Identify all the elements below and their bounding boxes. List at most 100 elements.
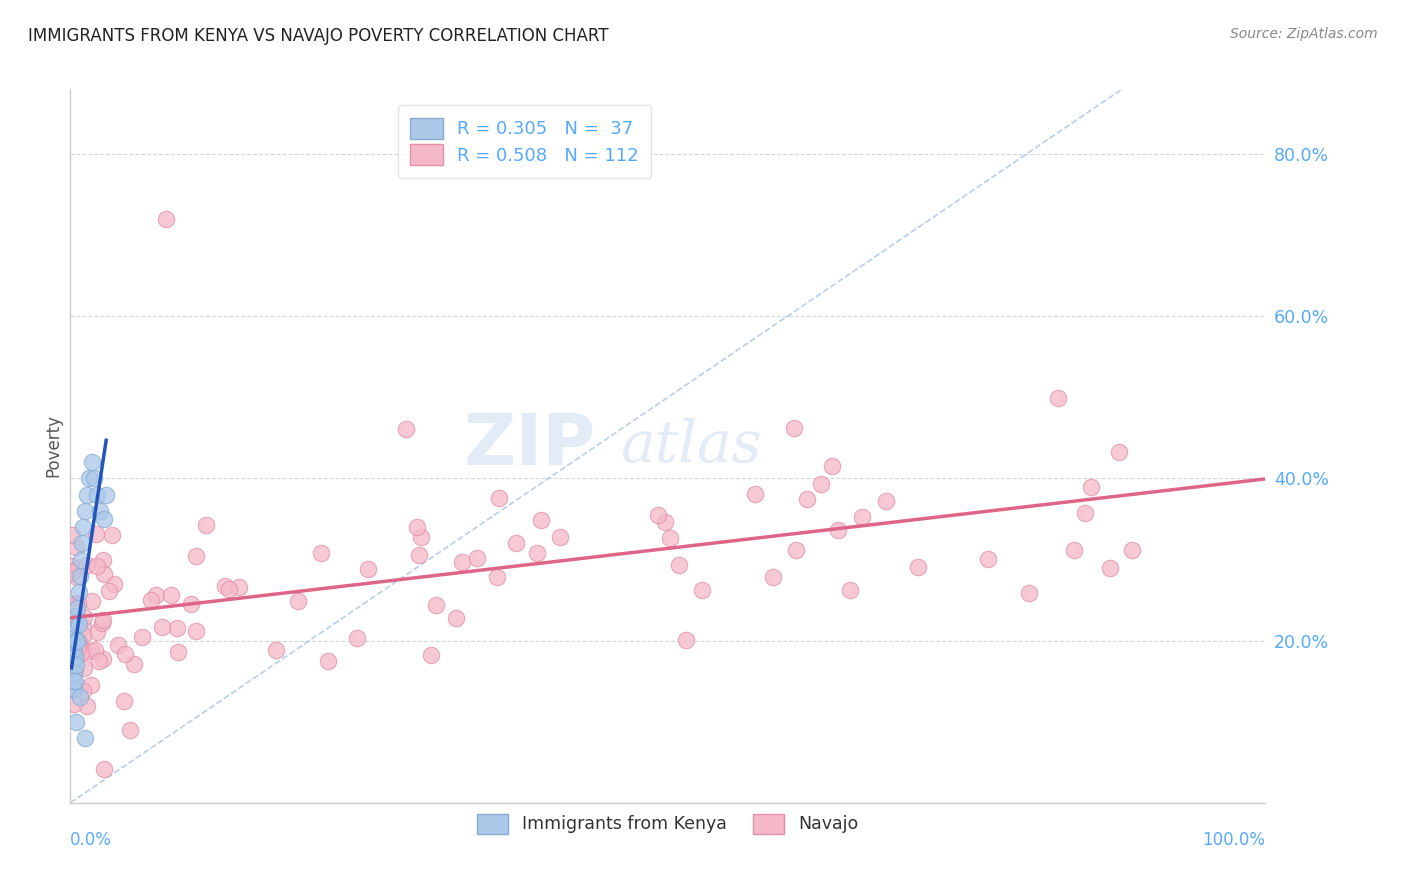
Point bbox=[228, 580, 250, 594]
Point bbox=[86, 559, 108, 574]
Point bbox=[1074, 506, 1097, 520]
Point bbox=[62, 633, 84, 648]
Point bbox=[86, 624, 108, 639]
Point bbox=[62, 649, 84, 664]
Point bbox=[395, 422, 418, 436]
Point bbox=[184, 549, 207, 564]
Point bbox=[62, 599, 84, 613]
Point bbox=[67, 585, 90, 599]
Point bbox=[93, 512, 115, 526]
Point bbox=[91, 615, 114, 630]
Point bbox=[744, 487, 766, 501]
Point bbox=[70, 536, 93, 550]
Point bbox=[1080, 480, 1102, 494]
Point bbox=[530, 513, 553, 527]
Point bbox=[60, 649, 83, 664]
Point bbox=[194, 518, 217, 533]
Point bbox=[214, 579, 236, 593]
Point bbox=[72, 683, 94, 698]
Point bbox=[73, 610, 96, 624]
Point bbox=[70, 552, 93, 566]
Point bbox=[79, 471, 101, 485]
Point bbox=[67, 596, 90, 610]
Point bbox=[66, 598, 89, 612]
Point bbox=[63, 674, 86, 689]
Point bbox=[73, 504, 96, 518]
Point bbox=[810, 477, 832, 491]
Point bbox=[69, 568, 91, 582]
Point bbox=[86, 488, 108, 502]
Point bbox=[167, 645, 190, 659]
Point bbox=[1018, 586, 1040, 600]
Point bbox=[180, 598, 202, 612]
Point bbox=[63, 649, 86, 664]
Point bbox=[548, 530, 571, 544]
Point bbox=[839, 582, 862, 597]
Point bbox=[72, 620, 94, 634]
Point bbox=[100, 528, 122, 542]
Point bbox=[60, 566, 83, 580]
Point bbox=[65, 657, 87, 672]
Point bbox=[72, 628, 94, 642]
Point bbox=[1108, 445, 1130, 459]
Point bbox=[62, 674, 84, 689]
Point bbox=[311, 546, 333, 560]
Point bbox=[505, 536, 527, 550]
Point bbox=[783, 421, 806, 435]
Point bbox=[72, 643, 94, 657]
Point bbox=[155, 211, 177, 226]
Point bbox=[647, 508, 669, 523]
Text: atlas: atlas bbox=[620, 417, 762, 475]
Point bbox=[107, 638, 129, 652]
Point bbox=[67, 640, 90, 655]
Point bbox=[318, 653, 340, 667]
Point bbox=[83, 643, 105, 657]
Point bbox=[425, 598, 447, 612]
Point bbox=[851, 510, 873, 524]
Text: 0.0%: 0.0% bbox=[70, 831, 112, 849]
Point bbox=[112, 694, 135, 708]
Point bbox=[63, 641, 86, 656]
Point bbox=[659, 531, 682, 545]
Point bbox=[821, 458, 844, 473]
Point bbox=[218, 582, 240, 597]
Point bbox=[67, 634, 90, 648]
Point bbox=[160, 588, 183, 602]
Point bbox=[444, 611, 467, 625]
Point bbox=[451, 555, 474, 569]
Point bbox=[63, 617, 86, 632]
Point bbox=[60, 666, 83, 681]
Point bbox=[66, 601, 89, 615]
Point bbox=[96, 488, 117, 502]
Point bbox=[73, 661, 96, 675]
Point bbox=[63, 597, 86, 611]
Point bbox=[62, 698, 84, 712]
Point bbox=[82, 594, 104, 608]
Point bbox=[1047, 391, 1070, 405]
Point bbox=[1063, 542, 1085, 557]
Point bbox=[485, 570, 508, 584]
Point bbox=[103, 577, 125, 591]
Point bbox=[406, 520, 429, 534]
Point bbox=[98, 583, 121, 598]
Point bbox=[184, 624, 207, 639]
Point bbox=[346, 631, 368, 645]
Point bbox=[79, 678, 101, 692]
Point bbox=[80, 455, 103, 469]
Point bbox=[357, 562, 380, 576]
Point bbox=[60, 682, 83, 697]
Point bbox=[467, 550, 489, 565]
Point bbox=[145, 588, 167, 602]
Point bbox=[66, 570, 89, 584]
Point bbox=[796, 491, 818, 506]
Point bbox=[84, 527, 107, 541]
Point bbox=[65, 609, 87, 624]
Point bbox=[419, 648, 441, 663]
Point bbox=[287, 593, 309, 607]
Point bbox=[93, 762, 115, 776]
Legend: Immigrants from Kenya, Navajo: Immigrants from Kenya, Navajo bbox=[467, 803, 869, 844]
Point bbox=[264, 642, 287, 657]
Text: 100.0%: 100.0% bbox=[1202, 831, 1265, 849]
Point bbox=[80, 644, 103, 658]
Text: IMMIGRANTS FROM KENYA VS NAVAJO POVERTY CORRELATION CHART: IMMIGRANTS FROM KENYA VS NAVAJO POVERTY … bbox=[28, 27, 609, 45]
